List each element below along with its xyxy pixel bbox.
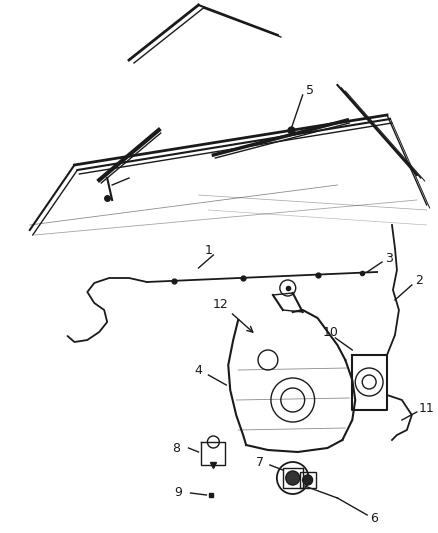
Text: 7: 7 — [256, 456, 264, 469]
Text: 6: 6 — [370, 512, 378, 524]
Text: 5: 5 — [306, 84, 314, 96]
Text: 3: 3 — [385, 252, 393, 264]
Text: 4: 4 — [194, 364, 202, 376]
Text: 11: 11 — [419, 401, 434, 415]
Circle shape — [303, 475, 313, 485]
Circle shape — [286, 471, 300, 485]
Text: 2: 2 — [415, 273, 423, 287]
Text: 10: 10 — [322, 327, 339, 340]
Text: 1: 1 — [205, 244, 212, 256]
Text: 12: 12 — [212, 298, 228, 311]
Text: 8: 8 — [173, 441, 180, 455]
Text: 9: 9 — [175, 487, 183, 499]
